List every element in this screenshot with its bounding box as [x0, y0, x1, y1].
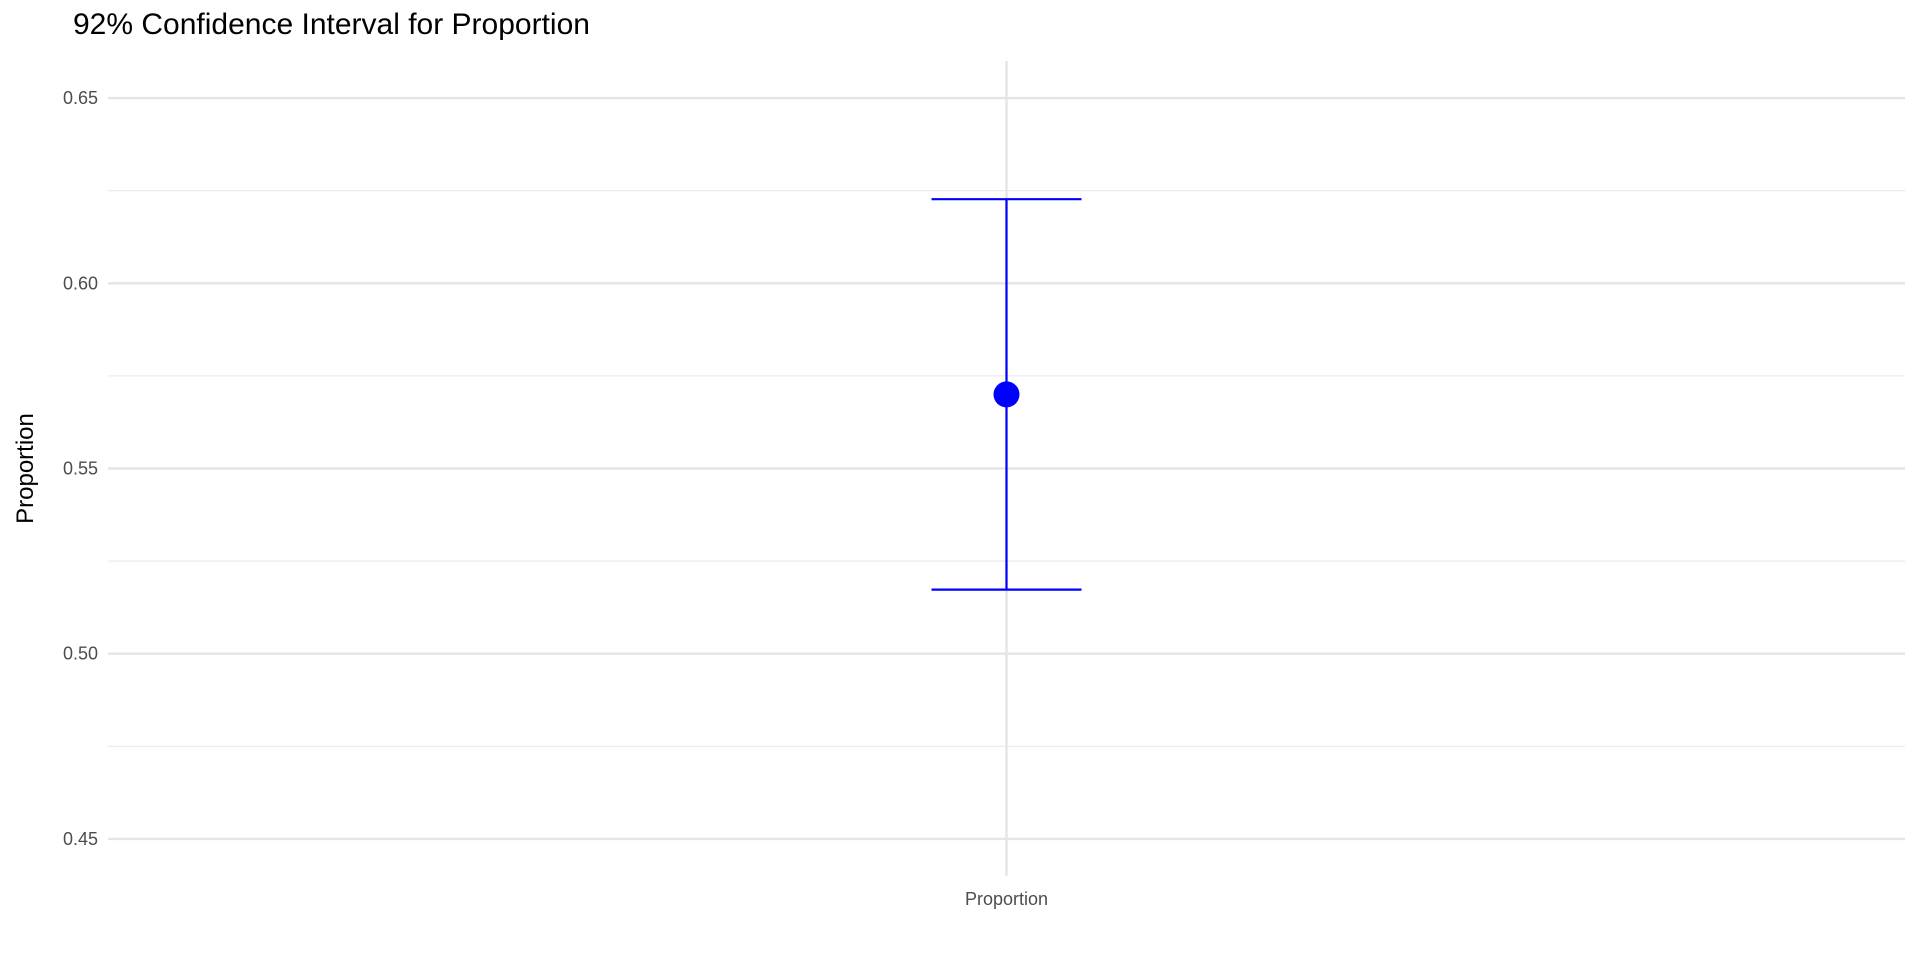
y-tick-label: 0.55	[63, 459, 98, 479]
y-tick-label: 0.65	[63, 88, 98, 108]
y-tick-label: 0.50	[63, 644, 98, 664]
y-tick-label: 0.60	[63, 273, 98, 293]
y-tick-label: 0.45	[63, 829, 98, 849]
estimate-point	[993, 381, 1020, 408]
chart-title: 92% Confidence Interval for Proportion	[73, 8, 590, 41]
y-axis-label: Proportion	[12, 413, 39, 524]
x-tick-label: Proportion	[965, 889, 1048, 909]
